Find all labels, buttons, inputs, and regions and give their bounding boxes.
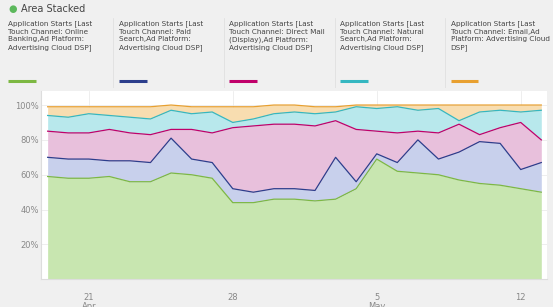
Text: Application Starts [Last
Touch Channel: Online
Banking,Ad Platform:
Advertising : Application Starts [Last Touch Channel: … [8, 20, 92, 51]
Text: Application Starts [Last
Touch Channel: Direct Mail
(Display),Ad Platform:
Adver: Application Starts [Last Touch Channel: … [229, 20, 325, 51]
Text: Apr: Apr [81, 302, 96, 307]
Text: 12: 12 [515, 293, 526, 302]
Text: Area Stacked: Area Stacked [21, 4, 85, 14]
Text: ●: ● [8, 4, 17, 14]
Text: May: May [368, 302, 385, 307]
Text: 5: 5 [374, 293, 379, 302]
Text: 28: 28 [227, 293, 238, 302]
Text: Application Starts [Last
Touch Channel: Paid
Search,Ad Platform:
Advertising Clo: Application Starts [Last Touch Channel: … [119, 20, 203, 51]
Text: 21: 21 [84, 293, 94, 302]
Text: Application Starts [Last
Touch Channel: Natural
Search,Ad Platform:
Advertising : Application Starts [Last Touch Channel: … [340, 20, 424, 51]
Text: Application Starts [Last
Touch Channel: Email,Ad
Platform: Advertising Cloud
DSP: Application Starts [Last Touch Channel: … [451, 20, 550, 51]
